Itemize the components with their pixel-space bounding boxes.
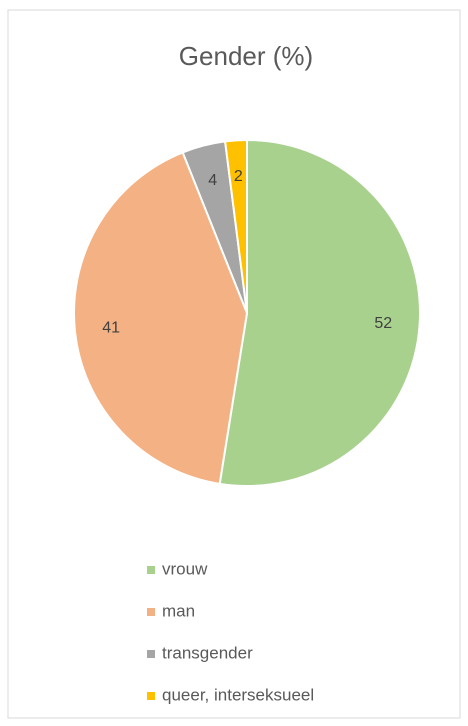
pie-slice bbox=[223, 138, 248, 314]
legend-swatch bbox=[147, 650, 155, 658]
pie-slice bbox=[218, 138, 421, 487]
pie-slice bbox=[73, 151, 249, 485]
legend-label: transgender bbox=[162, 643, 253, 662]
data-label: 41 bbox=[102, 319, 120, 336]
legend-label: vrouw bbox=[162, 559, 208, 578]
data-label: 2 bbox=[234, 168, 243, 185]
legend-label: man bbox=[162, 601, 195, 620]
legend-label: queer, interseksueel bbox=[162, 685, 314, 704]
data-label: 4 bbox=[208, 172, 217, 189]
legend-swatch bbox=[147, 608, 155, 616]
legend-swatch bbox=[147, 566, 155, 574]
data-label: 52 bbox=[374, 315, 392, 332]
legend-swatch bbox=[147, 692, 155, 700]
chart-title: Gender (%) bbox=[179, 41, 313, 71]
